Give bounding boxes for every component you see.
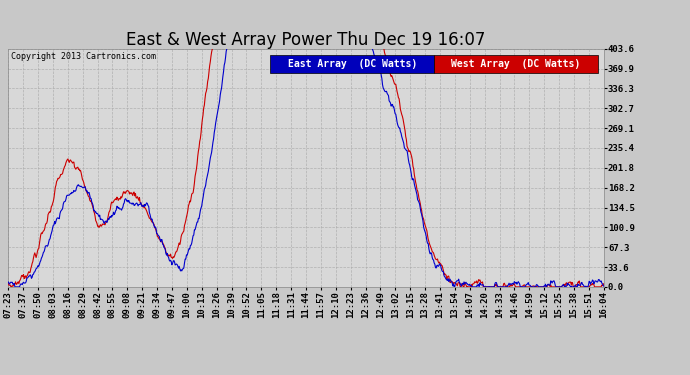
Text: East Array  (DC Watts): East Array (DC Watts) xyxy=(288,59,417,69)
Text: West Array  (DC Watts): West Array (DC Watts) xyxy=(451,59,580,69)
FancyBboxPatch shape xyxy=(434,56,598,73)
FancyBboxPatch shape xyxy=(270,56,434,73)
Text: Copyright 2013 Cartronics.com: Copyright 2013 Cartronics.com xyxy=(11,53,156,62)
Title: East & West Array Power Thu Dec 19 16:07: East & West Array Power Thu Dec 19 16:07 xyxy=(126,31,486,49)
